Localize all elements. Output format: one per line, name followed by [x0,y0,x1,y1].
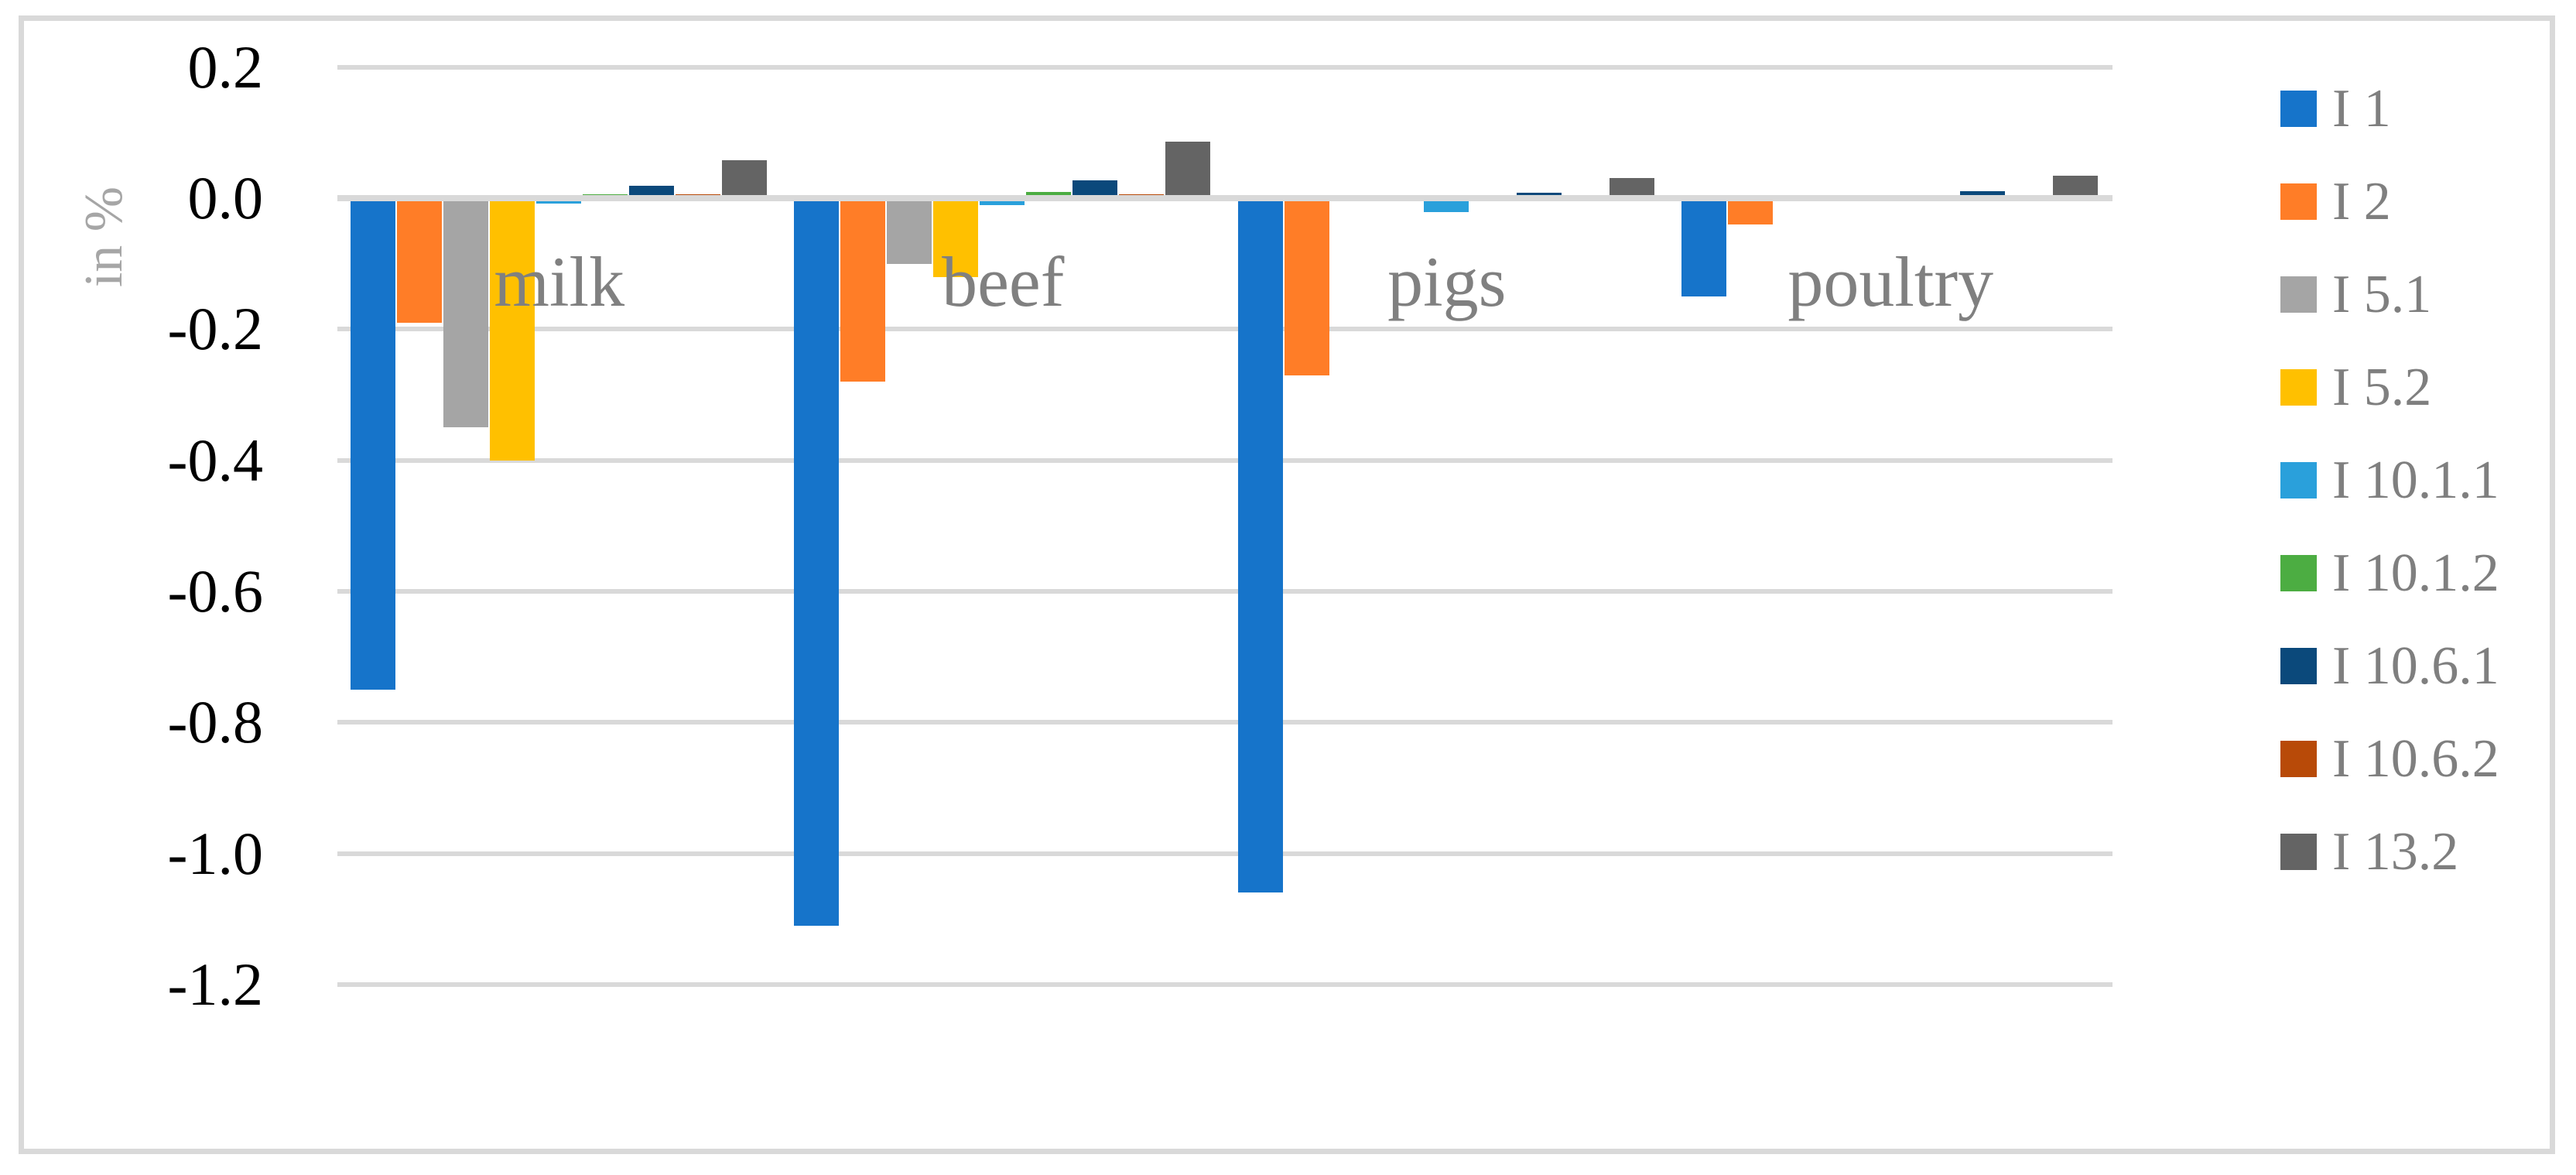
legend-swatch-icon [2280,369,2317,406]
bar-I10.1.1-pigs [1423,198,1469,212]
legend-label: I 13.2 [2332,821,2459,882]
bar-I5.1-milk [443,198,488,428]
bar-I2-pigs [1284,198,1329,375]
bar-I13.2-pigs [1609,177,1654,198]
legend-swatch-icon [2280,741,2317,777]
bar-I1-milk [350,198,395,690]
bar-I5.2-milk [489,198,535,461]
bar-I10.1.1-beef [980,198,1025,206]
y-tick-label: -0.2 [167,295,263,363]
legend-swatch-icon [2280,555,2317,591]
gridline [337,981,2112,987]
gridline [337,64,2112,70]
category-label-poultry: poultry [1787,242,1994,321]
legend-label: I 2 [2332,171,2391,231]
y-tick-label: -0.4 [167,426,263,494]
gridline [337,588,2112,594]
legend-item-I5.1: I 5.1 [2280,267,2431,321]
legend-label: I 10.6.2 [2332,728,2499,789]
bar-I2-beef [840,198,886,382]
legend-swatch-icon [2280,183,2317,220]
category-label-milk: milk [494,242,625,321]
category-label-pigs: pigs [1387,242,1507,321]
bar-I2-milk [396,198,442,323]
bar-I5.2-beef [933,198,979,277]
legend-item-I10.1.1: I 10.1.1 [2280,453,2499,507]
legend-label: I 10.6.1 [2332,635,2499,696]
y-tick-label: -1.2 [167,950,263,1018]
gridline [337,851,2112,856]
legend-item-I10.6.1: I 10.6.1 [2280,639,2499,693]
bar-I1-beef [794,198,840,926]
bar-I13.2-beef [1165,142,1211,198]
bar-I13.2-milk [721,159,767,198]
legend-label: I 10.1.2 [2332,543,2499,603]
legend-item-I10.1.2: I 10.1.2 [2280,546,2499,600]
legend-item-I5.2: I 5.2 [2280,360,2431,414]
legend-label: I 5.1 [2332,264,2432,324]
gridline [337,720,2112,725]
bar-I1-poultry [1681,198,1727,296]
bar-I2-poultry [1728,198,1774,224]
bar-I10.6.1-milk [628,185,674,198]
legend-swatch-icon [2280,834,2317,870]
bar-I10.6.1-poultry [1960,190,2006,198]
bar-I1-pigs [1237,198,1283,893]
legend-label: I 5.2 [2332,357,2432,417]
bar-I10.6.1-beef [1072,180,1118,198]
y-tick-label: 0.2 [187,33,264,101]
legend-item-I10.6.2: I 10.6.2 [2280,731,2499,786]
gridline [337,457,2112,463]
category-label-beef: beef [942,242,1065,321]
legend-item-I1: I 1 [2280,81,2391,135]
legend-swatch-icon [2280,91,2317,127]
legend-label: I 1 [2332,78,2391,139]
legend-swatch-icon [2280,462,2317,498]
gridline [337,327,2112,332]
y-tick-label: 0.0 [187,164,264,231]
y-tick-label: -1.0 [167,819,263,887]
legend-item-I13.2: I 13.2 [2280,824,2458,879]
zero-gridline [337,195,2112,201]
y-tick-label: -0.6 [167,557,263,625]
legend-item-I2: I 2 [2280,174,2391,228]
bar-I5.1-beef [887,198,932,264]
legend-label: I 10.1.1 [2332,450,2499,510]
legend-swatch-icon [2280,276,2317,313]
y-tick-label: -0.8 [167,688,263,756]
legend-swatch-icon [2280,648,2317,684]
bar-I13.2-poultry [2053,176,2099,198]
figure-border [19,15,2555,1154]
